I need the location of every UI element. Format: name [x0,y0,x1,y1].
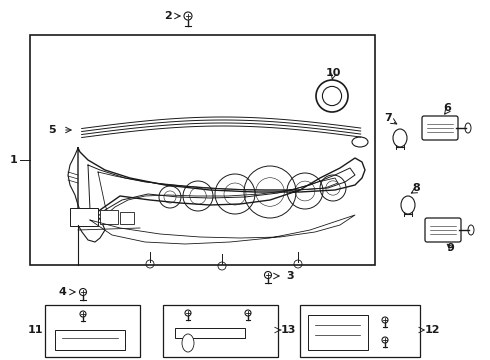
Text: 5: 5 [48,125,56,135]
Text: 8: 8 [412,183,420,193]
Text: 3: 3 [286,271,294,281]
Text: 6: 6 [443,103,451,113]
Bar [308,315,368,350]
Bar [163,305,278,357]
Text: 1: 1 [10,155,18,165]
Bar [120,212,134,224]
Bar [100,210,118,224]
Text: 2: 2 [164,11,172,21]
Text: 7: 7 [384,113,392,123]
Bar [30,35,375,265]
Text: 13: 13 [280,325,295,335]
Text: 4: 4 [58,287,66,297]
Bar [70,208,98,226]
Text: 10: 10 [325,68,341,78]
Bar [175,328,245,338]
Bar [45,305,140,357]
Text: 9: 9 [446,243,454,253]
Text: 12: 12 [424,325,440,335]
Bar [55,330,125,350]
Text: 11: 11 [27,325,43,335]
Bar [300,305,420,357]
Ellipse shape [182,334,194,352]
